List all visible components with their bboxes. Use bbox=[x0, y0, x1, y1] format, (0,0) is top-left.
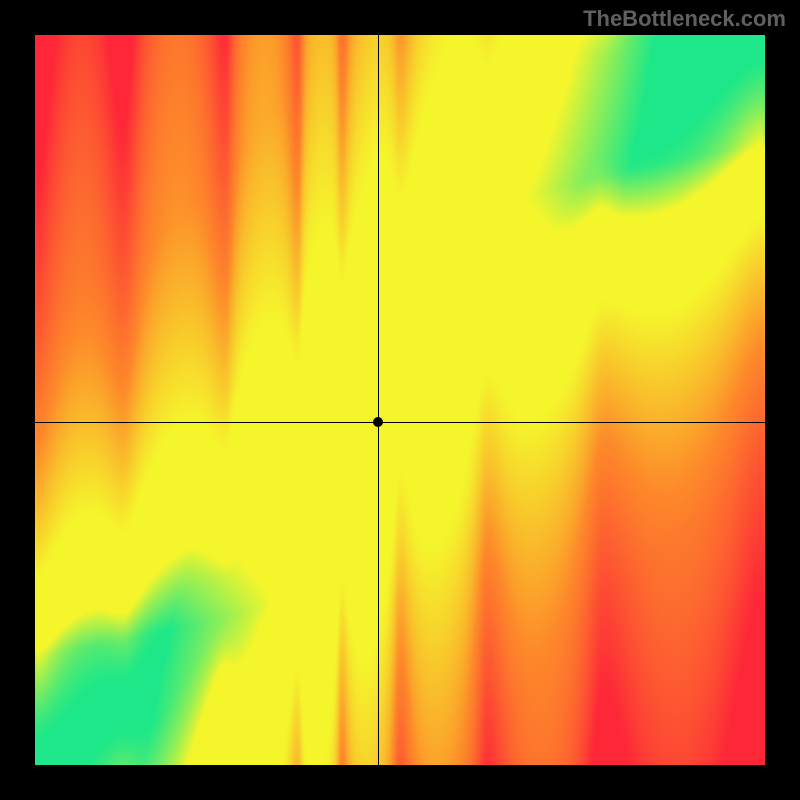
watermark-text: TheBottleneck.com bbox=[583, 6, 786, 32]
chart-container: TheBottleneck.com bbox=[0, 0, 800, 800]
crosshair-horizontal bbox=[35, 422, 765, 423]
crosshair-vertical bbox=[378, 35, 379, 765]
heatmap-canvas bbox=[35, 35, 765, 765]
plot-area bbox=[35, 35, 765, 765]
marker-dot bbox=[373, 417, 383, 427]
